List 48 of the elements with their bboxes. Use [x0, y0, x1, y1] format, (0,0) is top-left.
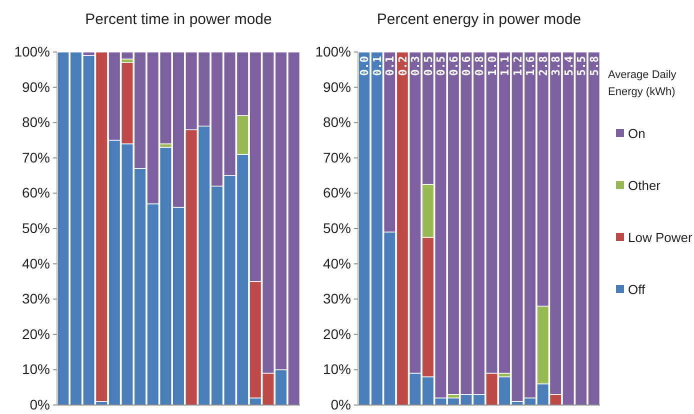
y-tick-label: 30%	[22, 290, 50, 307]
x-tick-label: 0.8	[473, 56, 486, 76]
x-tick-label: 1.6	[524, 56, 538, 76]
x-tick-label: 0.6	[447, 56, 460, 76]
y-tick-label: 100%	[14, 43, 50, 60]
x-tick-label: 0.1	[370, 56, 384, 76]
y-tick-label: 10%	[22, 361, 50, 378]
x-tick-label: 0.0	[358, 56, 372, 76]
x-tick-label: 0.6	[460, 56, 474, 76]
x-tick-label: 0.3	[409, 56, 422, 76]
y-tick-label: 30%	[322, 290, 351, 307]
chart-title: Percent energy in power mode	[376, 11, 582, 28]
x-tick-label: 0.1	[384, 56, 397, 76]
y-tick-label: 90%	[22, 78, 50, 95]
x-tick-label: 3.8	[550, 56, 563, 76]
y-tick-label: 10%	[322, 361, 351, 378]
x-tick-label: 5.4	[562, 56, 576, 76]
y-tick-label: 60%	[22, 184, 50, 201]
x-tick-label: 0.5	[434, 56, 448, 76]
legend-title: Average Daily Energy (kWh)	[608, 69, 677, 98]
x-tick-label: 0.2	[396, 56, 410, 76]
legend-label: Other	[628, 178, 662, 193]
y-tick-label: 70%	[22, 149, 50, 166]
y-tick-label: 0%	[30, 396, 50, 412]
legend-label: Low Power	[628, 230, 693, 245]
y-tick-label: 60%	[322, 184, 351, 201]
y-tick-label: 50%	[22, 220, 50, 236]
x-tick-label: 5.5	[575, 56, 588, 76]
y-tick-label: 80%	[322, 114, 351, 130]
y-tick-label: 80%	[22, 114, 50, 130]
y-tick-label: 40%	[22, 255, 50, 272]
y-tick-label: 20%	[322, 326, 351, 342]
chart-title: Percent time in power mode	[85, 11, 272, 28]
y-tick-label: 20%	[22, 326, 50, 342]
x-tick-label: 2.8	[536, 56, 550, 76]
y-tick-label: 70%	[322, 149, 351, 166]
x-tick-label: 1.1	[498, 56, 512, 76]
y-tick-label: 0%	[330, 396, 351, 412]
x-tick-label: 5.8	[588, 56, 601, 76]
y-tick-label: 90%	[322, 78, 351, 95]
text: On	[628, 126, 646, 141]
legend-label: Off	[628, 282, 646, 297]
x-tick-label: 1.2	[511, 56, 524, 76]
y-tick-label: 40%	[322, 255, 351, 272]
y-tick-label: 50%	[322, 220, 351, 236]
x-tick-label: 0.5	[422, 56, 435, 76]
x-tick-label: 1.0	[486, 56, 499, 76]
y-tick-label: 100%	[315, 43, 351, 60]
